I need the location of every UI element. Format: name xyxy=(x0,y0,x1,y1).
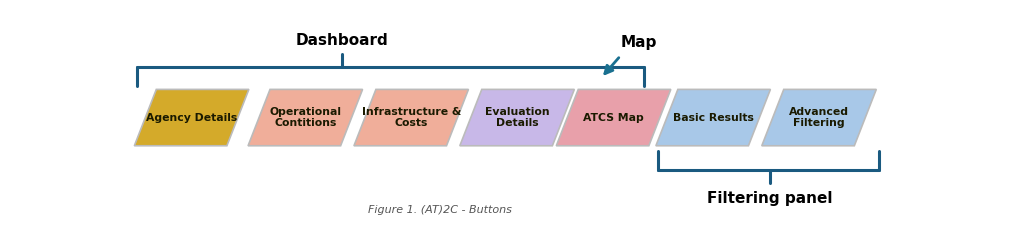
Polygon shape xyxy=(556,89,670,146)
Polygon shape xyxy=(354,89,468,146)
Polygon shape xyxy=(761,89,876,146)
Text: Infrastructure &
Costs: Infrastructure & Costs xyxy=(361,107,460,128)
Text: Evaluation
Details: Evaluation Details xyxy=(484,107,549,128)
Polygon shape xyxy=(134,89,249,146)
Text: Advanced
Filtering: Advanced Filtering xyxy=(789,107,848,128)
Text: Filtering panel: Filtering panel xyxy=(706,191,832,206)
Text: Figure 1. (AT)2C - Buttons: Figure 1. (AT)2C - Buttons xyxy=(368,205,512,215)
Polygon shape xyxy=(459,89,574,146)
Text: ATCS Map: ATCS Map xyxy=(582,112,643,122)
Polygon shape xyxy=(248,89,362,146)
Text: Basic Results: Basic Results xyxy=(672,112,753,122)
Text: Map: Map xyxy=(620,35,656,50)
Text: Dashboard: Dashboard xyxy=(295,33,388,48)
Text: Agency Details: Agency Details xyxy=(146,112,237,122)
Text: Operational
Contitions: Operational Contitions xyxy=(269,107,341,128)
Polygon shape xyxy=(655,89,769,146)
